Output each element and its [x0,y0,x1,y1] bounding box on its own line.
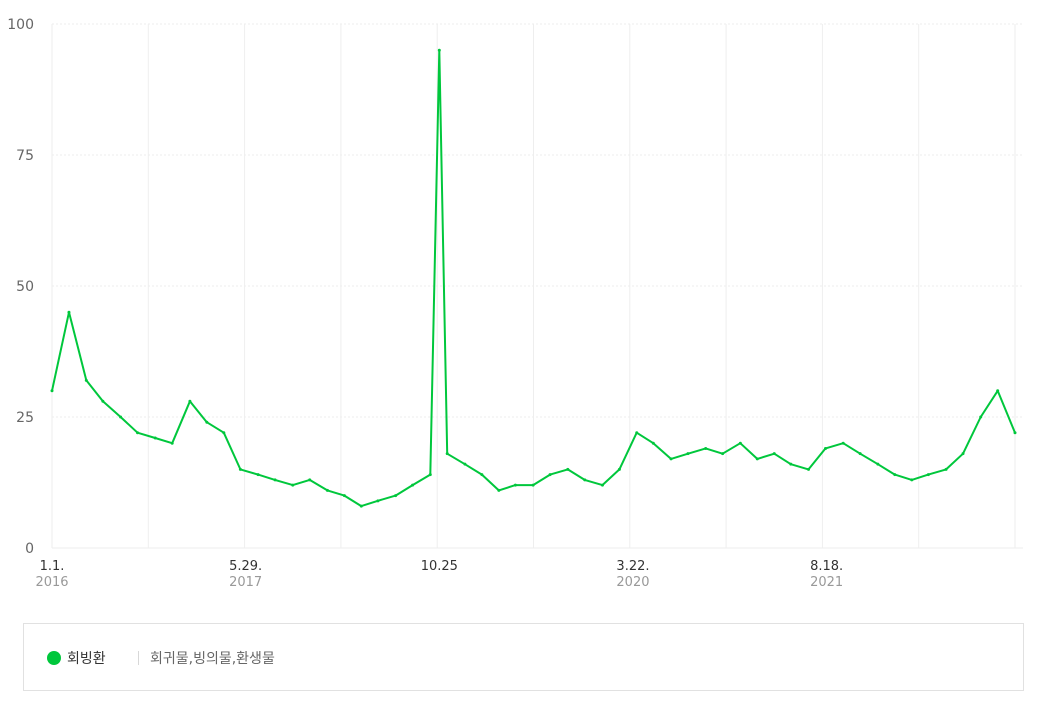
data-point [686,452,690,456]
data-point [979,415,983,419]
data-point [256,473,260,477]
data-point [101,399,105,403]
data-point [67,310,71,314]
legend-series-name[interactable]: 회빙환 [67,651,106,667]
data-point [119,415,123,419]
data-point [669,457,673,461]
data-point [944,467,948,471]
data-point [222,431,226,435]
data-point [445,452,449,456]
x-tick-label: 8.18. [810,559,843,574]
data-point [411,483,415,487]
legend: 회빙환 회귀물,빙의물,환생물 [23,623,1024,691]
data-point [50,389,54,393]
data-point [823,446,827,450]
data-point [583,478,587,482]
data-point [876,462,880,466]
legend-separator [138,651,139,665]
data-point [738,441,742,445]
x-tick-year: 2017 [229,575,262,590]
data-point [153,436,157,440]
data-point [772,452,776,456]
series-area [50,48,1017,508]
x-tick-label: 10.25 [421,559,458,574]
data-point [205,420,209,424]
x-tick-year: 2020 [616,575,649,590]
x-tick-label: 5.29. [229,559,262,574]
data-point [376,499,380,503]
data-point [513,483,517,487]
x-axis: 1.1.2016 5.29.2017 10.25 3.22.2020 8.18.2021 [35,559,843,590]
y-axis: 0 25 50 75 100 [7,17,34,557]
data-point [858,452,862,456]
data-point [136,431,140,435]
data-point [531,483,535,487]
data-point [651,441,655,445]
x-tick-label: 1.1. [40,559,65,574]
data-point [437,48,441,52]
series-line [51,49,1016,508]
data-point [394,494,398,498]
data-point [188,399,192,403]
data-point [84,378,88,382]
x-tick-year: 2021 [810,575,843,590]
data-point [359,504,363,508]
data-point [807,467,811,471]
data-point [428,473,432,477]
data-point [926,473,930,477]
data-point [238,467,242,471]
y-tick-label: 50 [16,279,34,295]
data-point [170,441,174,445]
data-point [497,488,501,492]
data-point [308,478,312,482]
data-point [566,467,570,471]
data-point [961,452,965,456]
legend-series-keywords: 회귀물,빙의물,환생물 [150,651,275,667]
data-point [704,446,708,450]
data-point [342,494,346,498]
data-point [721,452,725,456]
x-tick-year: 2016 [35,575,68,590]
data-point [635,431,639,435]
data-point [996,389,1000,393]
x-tick-label: 3.22. [616,559,649,574]
data-point [841,441,845,445]
grid-lines [51,23,1023,549]
data-point [789,462,793,466]
data-point [617,467,621,471]
data-point [325,488,329,492]
y-tick-label: 25 [16,410,34,426]
y-tick-label: 0 [25,541,34,557]
data-point [548,473,552,477]
data-point [1013,431,1017,435]
data-point [893,473,897,477]
legend-series-dot [47,651,61,665]
data-point [480,473,484,477]
y-tick-label: 100 [7,17,34,33]
data-point [273,478,277,482]
data-point [600,483,604,487]
data-point [755,457,759,461]
data-point [291,483,295,487]
data-point [910,478,914,482]
y-tick-label: 75 [16,148,34,164]
data-point [463,462,467,466]
